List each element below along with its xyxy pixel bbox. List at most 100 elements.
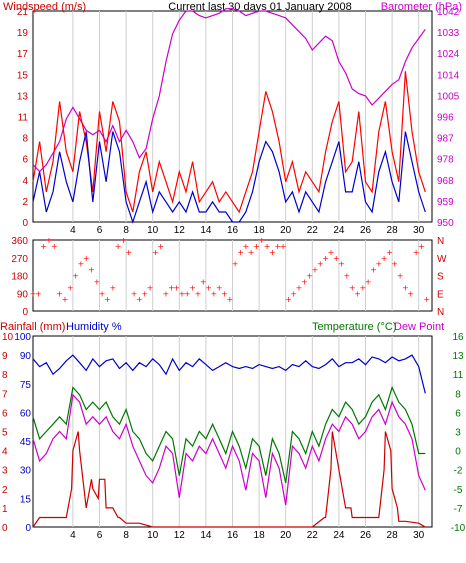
wind-direction-point: +: [163, 289, 170, 298]
rainfall-tick-label: 4: [2, 447, 8, 458]
direction-degree-tick-label: 360: [11, 236, 28, 247]
wind-direction-point: +: [200, 277, 207, 286]
humidity-axis-label: Humidity %: [66, 321, 122, 333]
wind-direction-point: +: [312, 266, 319, 275]
wind-direction-point: +: [205, 283, 212, 292]
wind-direction-point: +: [359, 283, 366, 292]
wind-direction-point: +: [402, 283, 409, 292]
wind-direction-point: +: [136, 295, 143, 304]
wind-direction-point: +: [253, 242, 260, 251]
rainfall-tick-label: 10: [2, 332, 14, 343]
wind-direction-point: +: [93, 277, 100, 286]
wind-direction-point: +: [413, 248, 420, 257]
rainfall-tick-label: 9: [2, 351, 8, 362]
barometer-tick-label: 978: [437, 155, 454, 166]
wind-panel-x-tick-label: 22: [307, 225, 319, 236]
wind-direction-point: +: [354, 289, 361, 298]
temp-panel-x-tick-label: 24: [333, 530, 345, 541]
wind-direction-point: +: [418, 242, 425, 251]
rainfall-tick-label: 0: [2, 523, 8, 534]
wind-direction-point: +: [306, 272, 313, 281]
wind-direction-point: +: [423, 295, 430, 304]
barometer-tick-label: 1024: [437, 49, 460, 60]
wind-direction-point: +: [365, 277, 372, 286]
wind-direction-point: +: [280, 242, 287, 251]
series-line-dew-point: [32, 393, 426, 506]
wind-direction-point: +: [381, 254, 388, 263]
wind-direction-point: +: [386, 248, 393, 257]
wind-direction-point: +: [216, 283, 223, 292]
temperature-tick-label: -7: [454, 504, 463, 515]
chart-marks: 0246811131517192195095996897898799610051…: [2, 7, 466, 541]
temperature-tick-label: 8: [455, 389, 461, 400]
wind-direction-point: +: [147, 283, 154, 292]
wind-direction-point: +: [322, 254, 329, 263]
windspeed-tick-label: 21: [17, 7, 29, 18]
wind-direction-point: +: [56, 289, 63, 298]
direction-compass-tick-label: W: [437, 254, 447, 265]
wind-direction-point: +: [157, 242, 164, 251]
barometer-axis-label: Barometer (hPa): [381, 1, 462, 13]
windspeed-axis-label: Windspeed (m/s): [3, 1, 86, 13]
wind-direction-point: +: [40, 242, 47, 251]
barometer-tick-label: 1014: [437, 70, 460, 81]
series-line-humidity: [32, 354, 426, 394]
temp-panel-x-tick-label: 22: [307, 530, 319, 541]
direction-degree-tick-label: 0: [22, 307, 28, 318]
humidity-tick-label: 100: [14, 332, 31, 343]
wind-panel-x-tick-label: 26: [360, 225, 372, 236]
rainfall-tick-label: 1: [2, 504, 8, 515]
windspeed-tick-label: 17: [17, 49, 29, 60]
temperature-tick-label: 0: [455, 447, 461, 458]
direction-compass-tick-label: E: [437, 289, 444, 300]
wind-direction-point: +: [189, 283, 196, 292]
wind-direction-point: +: [333, 254, 340, 263]
windspeed-tick-label: 11: [18, 113, 29, 124]
humidity-tick-label: 30: [20, 466, 32, 477]
temperature-tick-label: -5: [454, 485, 463, 496]
wind-direction-point: +: [237, 248, 244, 257]
wind-panel-x-tick-label: 12: [174, 225, 186, 236]
wind-direction-point: +: [152, 248, 159, 257]
barometer-tick-label: 987: [437, 134, 454, 145]
wind-direction-point: +: [285, 295, 292, 304]
wind-direction-point: +: [301, 277, 308, 286]
wind-direction-point: +: [221, 289, 228, 298]
wind-direction-point: +: [211, 289, 218, 298]
wind-direction-point: +: [370, 266, 377, 275]
wind-direction-point: +: [125, 248, 132, 257]
windspeed-tick-label: 13: [17, 91, 29, 102]
wind-direction-point: +: [375, 260, 382, 269]
series-line-rainfall: [32, 431, 426, 528]
direction-compass-tick-label: N: [437, 307, 444, 318]
rainfall-tick-label: 2: [2, 485, 8, 496]
barometer-tick-label: 968: [437, 176, 454, 187]
wind-direction-point: +: [62, 295, 69, 304]
barometer-tick-label: 1042: [437, 7, 460, 18]
temp-panel-x-tick-label: 16: [227, 530, 239, 541]
barometer-tick-label: 1005: [437, 91, 460, 102]
wind-direction-point: +: [317, 260, 324, 269]
wind-direction-point: +: [349, 283, 356, 292]
rainfall-tick-label: 6: [2, 408, 8, 419]
series-line-windspeed-max: [32, 71, 426, 214]
wind-direction-point: +: [179, 289, 186, 298]
wind-direction-point: +: [173, 283, 180, 292]
wind-panel-x-tick-label: 20: [280, 225, 292, 236]
windspeed-tick-label: 6: [22, 155, 28, 166]
wind-direction-point: +: [397, 272, 404, 281]
temp-panel-x-tick-label: 10: [147, 530, 159, 541]
rainfall-tick-label: 8: [2, 370, 8, 381]
wind-direction-point: +: [328, 248, 335, 257]
wind-direction-point: +: [232, 260, 239, 269]
wind-direction-point: +: [290, 289, 297, 298]
wind-direction-point: +: [184, 289, 191, 298]
wind-panel-x-tick-label: 18: [254, 225, 266, 236]
wind-direction-point: +: [78, 260, 85, 269]
windspeed-tick-label: 4: [22, 176, 28, 187]
wind-direction-point: +: [274, 242, 281, 251]
temperature-axis-label: Temperature (°C): [312, 321, 396, 333]
humidity-tick-label: 60: [20, 408, 32, 419]
wind-panel-x-tick-label: 24: [333, 225, 345, 236]
